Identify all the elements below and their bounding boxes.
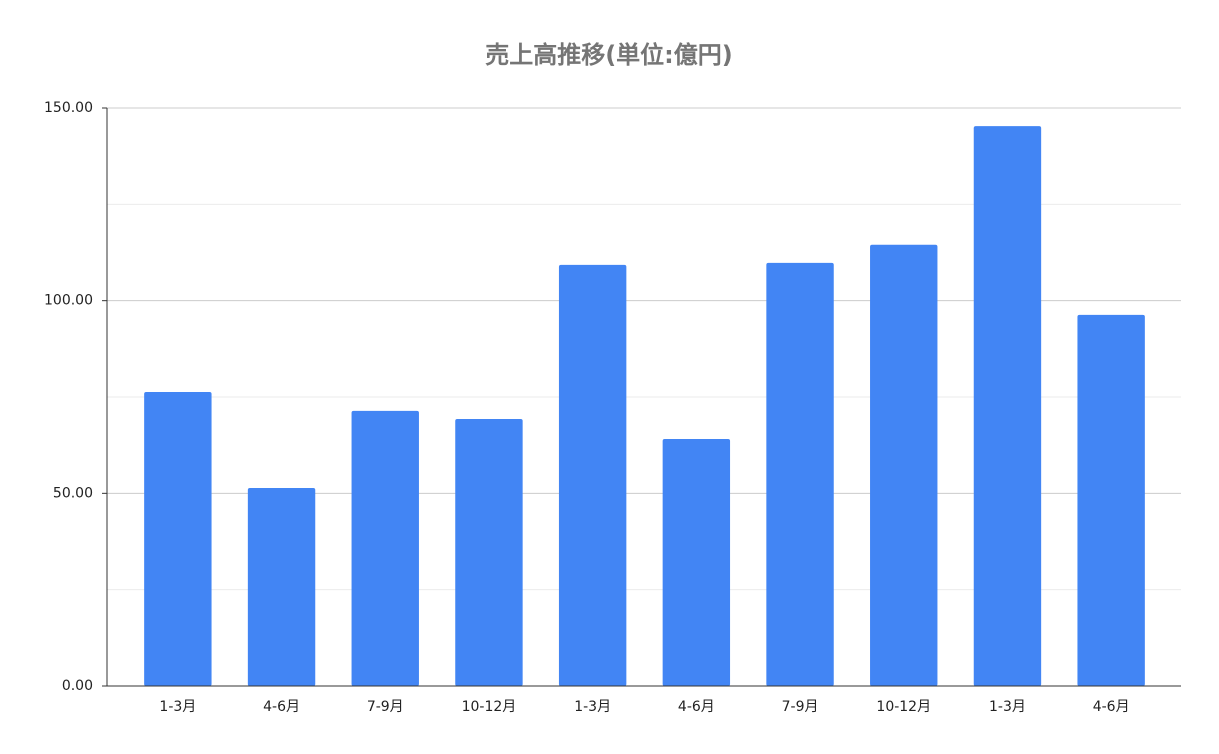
x-tick-label: 10-12月 <box>876 699 931 715</box>
bar <box>247 487 316 686</box>
bar <box>973 126 1042 687</box>
x-tick-label: 4-6月 <box>263 699 300 715</box>
bar <box>1077 314 1145 686</box>
bar <box>558 264 627 686</box>
x-tick-label: 1-3月 <box>159 699 196 715</box>
bar <box>662 439 731 686</box>
bar <box>766 262 834 686</box>
x-tick-label: 1-3月 <box>989 699 1026 715</box>
x-tick-label: 7-9月 <box>782 699 819 715</box>
x-tick-label: 4-6月 <box>678 699 715 715</box>
x-tick-label: 7-9月 <box>367 699 404 715</box>
x-tick-label: 1-3月 <box>574 699 611 715</box>
y-tick-label: 100.00 <box>44 293 93 309</box>
y-tick-label: 0.00 <box>62 678 93 694</box>
bar <box>144 391 212 686</box>
bar <box>351 410 419 686</box>
y-tick-label: 150.00 <box>44 100 93 116</box>
x-tick-label: 10-12月 <box>462 699 517 715</box>
x-tick-label: 4-6月 <box>1093 699 1130 715</box>
y-tick-label: 50.00 <box>53 485 93 501</box>
bar <box>455 418 523 686</box>
bar <box>870 244 938 686</box>
chart-title: 売上高推移(単位:億円) <box>485 41 733 69</box>
